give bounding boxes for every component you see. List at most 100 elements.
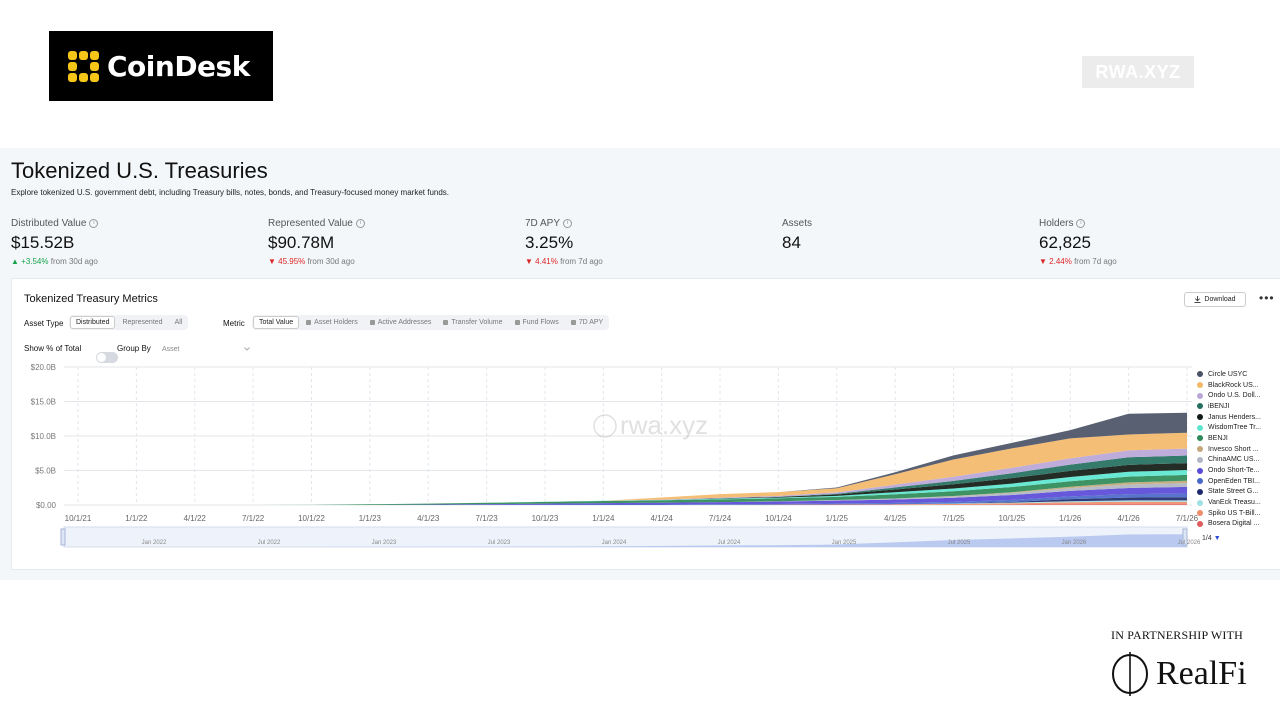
area-series <box>78 486 1187 505</box>
stat-label: Holders i <box>1039 218 1117 229</box>
asset-type-option[interactable]: All <box>170 316 188 329</box>
metric-option[interactable]: 7D APY <box>566 316 609 329</box>
legend-label: Ondo Short-Te... <box>1208 467 1260 475</box>
legend-item[interactable]: ChinaAMC US... <box>1197 455 1279 466</box>
stat-label: Distributed Value i <box>11 218 99 229</box>
area-series <box>78 455 1187 505</box>
legend-label: Spiko US T-Bill... <box>1208 509 1261 517</box>
legend-pager-label: 1/4 <box>1202 535 1212 542</box>
asset-type-option[interactable]: Distributed <box>70 316 116 329</box>
page-title: Tokenized U.S. Treasuries <box>11 158 268 183</box>
area-series <box>78 432 1187 505</box>
stat-label-text: Holders <box>1039 218 1074 229</box>
legend-item[interactable]: VanEck Treasu... <box>1197 497 1279 508</box>
legend-item[interactable]: BlackRock US... <box>1197 380 1279 391</box>
x-tick-label: 7/1/22 <box>242 514 265 523</box>
x-tick-label: 1/1/22 <box>125 514 148 523</box>
legend-dot <box>1197 403 1203 410</box>
legend-label: Invesco Short ... <box>1208 445 1259 453</box>
legend-item[interactable]: Circle USYC <box>1197 369 1279 380</box>
watermark-globe-icon <box>593 414 617 438</box>
x-tick-label: 4/1/24 <box>651 514 674 523</box>
stat-label: Assets <box>782 218 812 229</box>
metric-option[interactable]: Transfer Volume <box>438 316 507 329</box>
metric-option[interactable]: Total Value <box>253 316 300 329</box>
legend-label: OpenEden TBI... <box>1208 477 1261 485</box>
legend-item[interactable]: Bosera Digital ... <box>1197 519 1279 530</box>
stat-change-value: ▼ 2.44% <box>1039 257 1072 266</box>
metric-option[interactable]: Fund Flows <box>510 316 564 329</box>
x-tick-label: 7/1/26 <box>1176 514 1199 523</box>
option-label: 7D APY <box>578 319 604 326</box>
legend-pager[interactable]: 1/4 ▼ <box>1202 535 1221 542</box>
navigator-tick-label: Jul 2026 <box>1178 540 1201 546</box>
legend-item[interactable]: State Street G... <box>1197 487 1279 498</box>
y-tick-label: $20.0B <box>31 363 56 372</box>
x-tick-label: 10/1/25 <box>999 514 1026 523</box>
lock-icon <box>570 320 576 325</box>
legend-label: State Street G... <box>1208 488 1259 496</box>
legend-item[interactable]: WisdomTree Tr... <box>1197 422 1279 433</box>
asset-type-label: Asset Type <box>24 319 64 328</box>
legend-dot <box>1197 414 1203 421</box>
stat-card: 7D APY i 3.25% ▼ 4.41% from 7d ago <box>525 218 603 266</box>
partnership-text: IN PARTNERSHIP WITH <box>1111 628 1243 642</box>
y-tick-label: $10.0B <box>31 432 56 441</box>
y-tick-label: $5.0B <box>35 467 56 476</box>
option-label: Represented <box>122 319 163 326</box>
stat-change-period: from 7d ago <box>1074 257 1117 266</box>
navigator-tick-label: Jan 2025 <box>832 540 857 546</box>
more-options-icon[interactable]: ••• <box>1259 291 1275 305</box>
option-label: Distributed <box>76 319 110 326</box>
legend-item[interactable]: iBENJI <box>1197 401 1279 412</box>
info-icon[interactable]: i <box>1076 219 1086 228</box>
stat-label-text: Distributed Value <box>11 218 87 229</box>
y-tick-label: $15.0B <box>31 398 56 407</box>
dashboard-screenshot: Tokenized U.S. Treasuries Explore tokeni… <box>0 148 1280 580</box>
download-label: Download <box>1204 296 1236 303</box>
stat-change-period: from 7d ago <box>560 257 603 266</box>
asset-type-selector: Distributed Represented All <box>69 315 189 330</box>
asset-type-option[interactable]: Represented <box>117 316 167 329</box>
download-button[interactable]: Download <box>1184 292 1246 307</box>
metric-selector: Total Value Asset Holders Active Addresses… <box>252 315 610 330</box>
stat-change-period: from 30d ago <box>50 257 98 266</box>
legend-item[interactable]: OpenEden TBI... <box>1197 476 1279 487</box>
metrics-panel: Tokenized Treasury Metrics Download ••• … <box>11 278 1280 570</box>
legend-next-icon[interactable]: ▼ <box>1213 535 1221 542</box>
legend-item[interactable]: Ondo Short-Te... <box>1197 465 1279 476</box>
metric-option[interactable]: Active Addresses <box>365 316 437 329</box>
legend-dot <box>1197 499 1203 506</box>
legend-item[interactable]: Invesco Short ... <box>1197 444 1279 455</box>
group-by-select[interactable]: Asset <box>158 342 254 356</box>
legend-item[interactable]: BENJI <box>1197 433 1279 444</box>
legend-dot <box>1197 424 1203 431</box>
info-icon[interactable]: i <box>355 219 365 228</box>
info-icon[interactable]: i <box>563 219 573 228</box>
legend-item[interactable]: Spiko US T-Bill... <box>1197 508 1279 519</box>
x-tick-label: 10/1/23 <box>532 514 559 523</box>
stat-change-value: ▲ +3.54% <box>11 257 49 266</box>
y-tick-label: $0.00 <box>36 501 57 510</box>
lock-icon <box>514 320 520 325</box>
watermark: rwa.xyz <box>593 410 708 440</box>
stat-label-text: Assets <box>782 218 813 229</box>
option-label: Transfer Volume <box>451 319 503 326</box>
legend-item[interactable]: Janus Henders... <box>1197 412 1279 423</box>
navigator-handle-left <box>60 528 66 546</box>
option-label: Fund Flows <box>522 319 559 326</box>
x-tick-label: 1/1/24 <box>592 514 615 523</box>
stat-change-value: ▼ 45.95% <box>268 257 306 266</box>
lock-icon <box>306 320 312 325</box>
option-label: All <box>174 319 183 326</box>
navigator-tick-label: Jan 2023 <box>372 540 397 546</box>
stat-change: ▼ 4.41% from 7d ago <box>525 257 603 266</box>
info-icon[interactable]: i <box>89 219 99 228</box>
legend-item[interactable]: Ondo U.S. Doll... <box>1197 390 1279 401</box>
stat-label: Represented Value i <box>268 218 365 229</box>
stat-change: ▼ 2.44% from 7d ago <box>1039 257 1117 266</box>
option-label: Active Addresses <box>377 319 432 326</box>
show-pct-toggle[interactable] <box>96 352 118 363</box>
legend-dot <box>1197 371 1203 378</box>
metric-option[interactable]: Asset Holders <box>301 316 363 329</box>
